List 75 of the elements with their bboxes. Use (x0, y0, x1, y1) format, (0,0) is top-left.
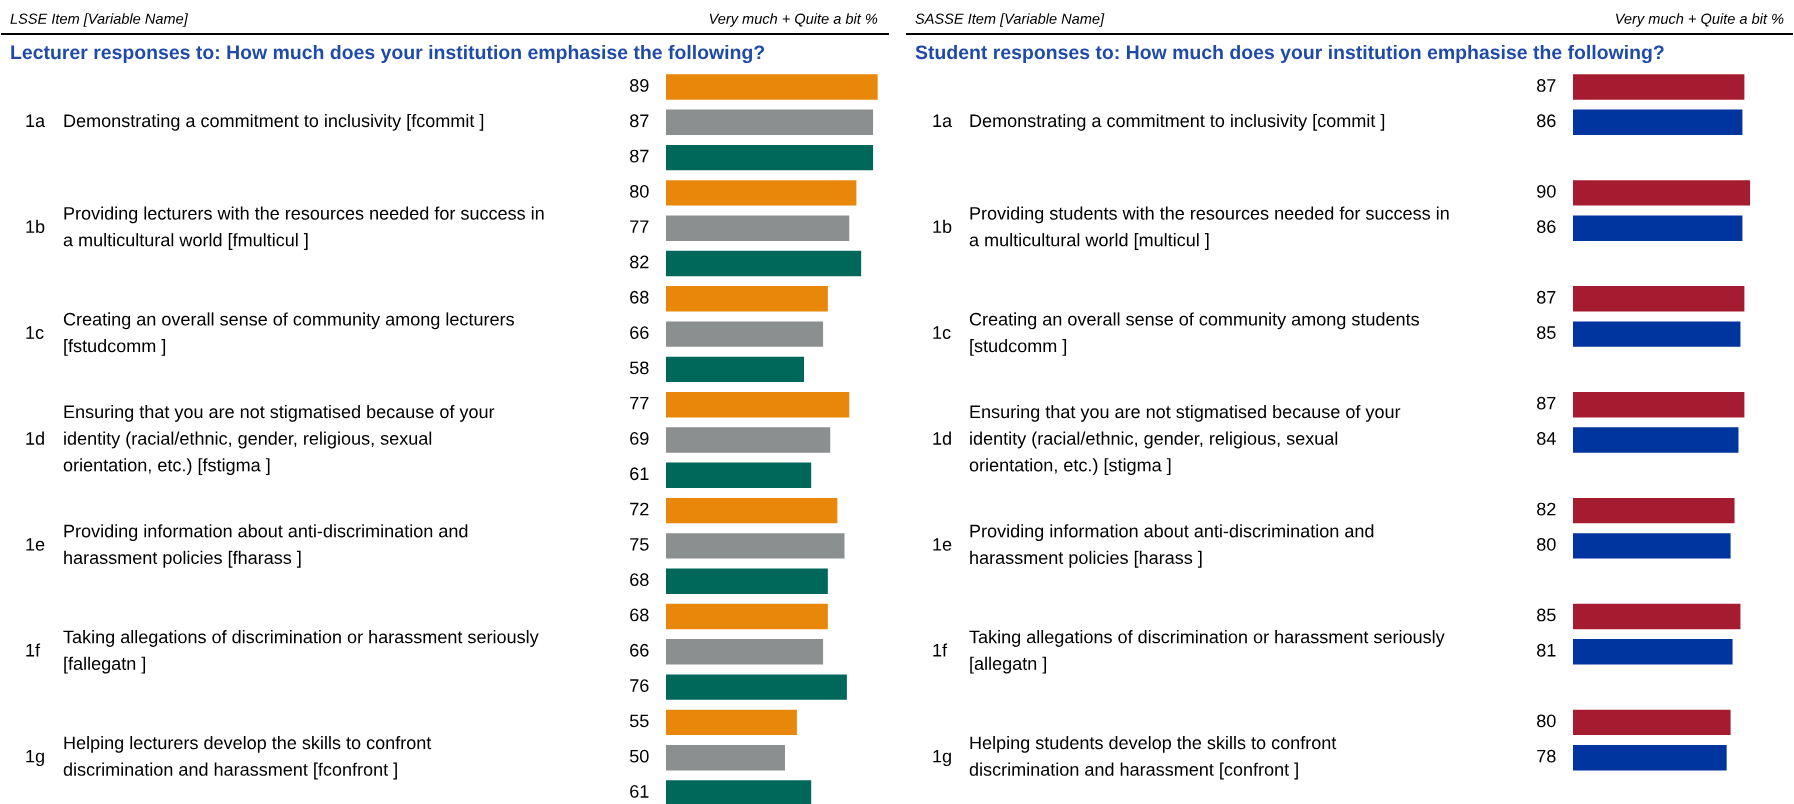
data-label: 80 (630, 184, 649, 198)
bar (666, 356, 805, 383)
data-label: 50 (629, 749, 649, 763)
data-label: 85 (1537, 326, 1556, 339)
data-label: 81 (1537, 643, 1556, 657)
y-tick-label: 1e Providing information about anti-discrimination and harassment policies [fharass ] (26, 524, 468, 568)
data-label: 68 (630, 608, 649, 622)
category-label: 1d Ensuring that you are not stigmatised because of your identity (racial/ethnic, gender, religious, sexual orientation, etc.) [stigma ] (933, 404, 1401, 476)
data-label: 82 (630, 255, 649, 269)
y-tick-label: 1c Creating an overall sense of community among students [studcomm ] (933, 312, 1419, 356)
data-label: 77 (630, 396, 649, 410)
data-label: 80 (1537, 714, 1556, 728)
bar (666, 497, 838, 524)
data-label: 76 (630, 679, 649, 692)
data-label: 87 (1537, 79, 1556, 92)
bar (666, 109, 874, 136)
bar (666, 250, 862, 277)
y-tick-label: 1c Creating an overall sense of community among lecturers [fstudcomm ] (26, 312, 514, 356)
y-tick-label: 1b Providing students with the resources needed for success in a multicultural world [multicul ] (933, 206, 1449, 250)
data-label: 72 (630, 502, 649, 516)
y-tick-label: 1b Providing lecturers with the resources needed for success in a multicultural world [fmulticul ] (26, 206, 544, 250)
data-label: 78 (1537, 749, 1556, 763)
bar (666, 286, 828, 312)
data-label: 87 (1537, 396, 1556, 410)
data-label: 66 (630, 643, 649, 657)
category-label: 1f Taking allegations of discrimination or harassment seriously [fallegatn ] (26, 630, 539, 674)
category-label: 1f Taking allegations of discrimination or harassment seriously [allegatn ] (933, 630, 1445, 674)
bar (666, 427, 831, 453)
y-axis-title: LSSE Item [Variable Name] (10, 13, 189, 27)
data-label: 61 (630, 785, 649, 798)
x-axis-title: Very much + Quite a bit % (1616, 13, 1784, 27)
data-label: 84 (1537, 432, 1556, 445)
bar (666, 321, 824, 347)
bar (666, 533, 845, 559)
y-tick-label: 1g Helping lecturers develop the skills to confront discrimination and harassment [fconfront ] (26, 735, 432, 780)
data-label: 55 (629, 714, 649, 728)
data-label: 75 (630, 538, 649, 551)
data-label: 85 (1537, 608, 1556, 622)
data-label: 68 (630, 290, 649, 304)
y-axis-title: SASSE Item [Variable Name] (915, 13, 1105, 27)
data-label: 89 (630, 79, 649, 92)
data-label: 90 (1537, 184, 1556, 198)
y-tick-label: 1a Demonstrating a commitment to inclusivity [commit ] (933, 113, 1385, 131)
bar (666, 603, 828, 630)
data-label: 86 (1537, 114, 1556, 128)
data-label: 82 (1537, 502, 1556, 516)
bar (666, 391, 850, 418)
data-label: 68 (630, 573, 649, 587)
data-label: 87 (1537, 290, 1556, 304)
bar (666, 180, 857, 206)
bar (666, 462, 812, 489)
y-tick-label: 1e Providing information about anti-discrimination and harassment policies [harass ] (933, 524, 1374, 568)
bar (666, 568, 828, 594)
data-label: 86 (1537, 220, 1556, 234)
data-label: 61 (630, 467, 649, 481)
bar (666, 709, 797, 736)
text: Lecturer responses to: How much does your institution emphasise the following? (11, 44, 765, 64)
data-label: 80 (1537, 537, 1556, 551)
data-label: 58 (629, 361, 649, 375)
y-tick-label: 1g Helping students develop the skills to confront discrimination and harassment [confront ] (933, 735, 1337, 780)
y-tick-label: 1a Demonstrating a commitment to inclusivity [fcommit ] (26, 113, 484, 131)
data-label: 77 (630, 220, 649, 233)
data-label: 87 (630, 149, 649, 163)
x-axis-title: Very much + Quite a bit % (709, 13, 878, 27)
bar (666, 639, 824, 665)
category-label: 1d Ensuring that you are not stigmatised because of your identity (racial/ethnic, gender, religious, sexual orientation, etc.) [fstigma ] (26, 404, 495, 476)
data-label: 69 (630, 432, 649, 445)
data-label: 66 (630, 326, 649, 339)
bar (666, 74, 878, 100)
bar (666, 215, 850, 241)
text: Student responses to: How much does your institution emphasise the following? (915, 44, 1664, 64)
bar (666, 744, 785, 771)
data-label: 87 (630, 114, 649, 128)
bar (666, 144, 874, 171)
bar (666, 674, 847, 700)
